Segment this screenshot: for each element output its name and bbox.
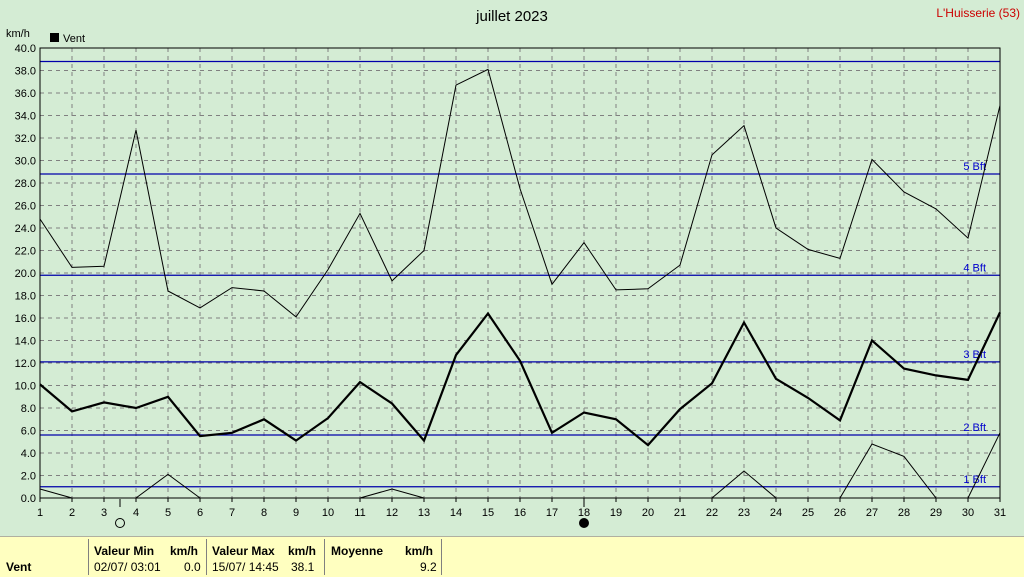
- x-tick-label: 4: [133, 507, 139, 519]
- legend-swatch: [50, 33, 59, 42]
- y-tick-label: 6.0: [21, 426, 36, 438]
- axes: 0.0 2.0 4.0 6.0 8.0 10.0 12.0 14.0 16.0 18.0 20.0 2…: [15, 43, 1007, 519]
- series-line-max: [39, 68, 1001, 318]
- x-tick-label: 26: [834, 507, 846, 519]
- legend-label: Vent: [63, 33, 85, 45]
- x-tick-label: 24: [770, 507, 782, 519]
- y-tick-label: 32.0: [15, 133, 36, 145]
- x-tick-label: 23: [738, 507, 750, 519]
- y-tick-label: 0.0: [21, 493, 36, 505]
- beaufort-label: 1 Bft: [963, 474, 986, 486]
- grid: [40, 48, 1000, 498]
- min-unit: km/h: [170, 544, 199, 558]
- chart-title: juillet 2023: [475, 8, 548, 25]
- station-name: L'Huisserie (53): [936, 6, 1020, 20]
- x-tick-label: 11: [354, 507, 365, 519]
- x-tick-label: 7: [229, 507, 235, 519]
- moon-phases: [115, 499, 589, 528]
- x-tick-label: 1: [37, 507, 43, 519]
- divider: [88, 539, 89, 575]
- x-tick-label: 8: [261, 507, 267, 519]
- x-tick-label: 19: [610, 507, 622, 519]
- y-tick-label: 20.0: [15, 268, 36, 280]
- y-tick-label: 26.0: [15, 201, 36, 213]
- x-tick-label: 5: [165, 507, 171, 519]
- full-moon-icon: [115, 518, 125, 528]
- y-tick-label: 38.0: [15, 66, 36, 78]
- y-tick-label: 12.0: [15, 358, 36, 370]
- wind-chart: juillet 2023 L'Huisserie (53) km/h Vent …: [6, 6, 1020, 528]
- x-tick-label: 3: [101, 507, 107, 519]
- x-tick-label: 10: [322, 507, 334, 519]
- x-tick-label: 2: [69, 507, 75, 519]
- beaufort-label: 2 Bft: [963, 422, 986, 434]
- x-tick-label: 21: [674, 507, 686, 519]
- x-tick-label: 16: [514, 507, 526, 519]
- x-tick-label: 9: [293, 507, 299, 519]
- x-tick-label: 17: [546, 507, 558, 519]
- plot-frame: [39, 47, 1001, 499]
- mean-header: Moyenne: [331, 544, 384, 558]
- x-tick-label: 14: [450, 507, 462, 519]
- y-tick-label: 30.0: [15, 156, 36, 168]
- x-tick-label: 29: [930, 507, 942, 519]
- beaufort-label: 5 Bft: [963, 161, 986, 173]
- series-group: [39, 68, 1001, 499]
- y-tick-label: 28.0: [15, 178, 36, 190]
- x-tick-label: 15: [482, 507, 494, 519]
- y-tick-label: 10.0: [15, 381, 36, 393]
- x-tick-label: 25: [802, 507, 814, 519]
- y-axis-unit: km/h: [6, 28, 30, 40]
- stats-row-label: Vent: [6, 560, 32, 574]
- y-tick-label: 36.0: [15, 88, 36, 100]
- beaufort-label: 4 Bft: [963, 262, 986, 274]
- series-line-min: [359, 488, 425, 499]
- y-tick-label: 34.0: [15, 111, 36, 123]
- series-line-min: [711, 470, 777, 499]
- max-value: 38.1: [291, 560, 315, 574]
- series-line-min: [839, 432, 1001, 499]
- min-when: 02/07/ 03:01: [94, 560, 161, 574]
- y-tick-label: 24.0: [15, 223, 36, 235]
- y-tick-label: 14.0: [15, 336, 36, 348]
- series-line-min: [135, 473, 201, 499]
- mean-unit: km/h: [405, 544, 434, 558]
- x-tick-label: 28: [898, 507, 910, 519]
- x-tick-label: 6: [197, 507, 203, 519]
- y-tick-label: 16.0: [15, 313, 36, 325]
- min-value: 0.0: [184, 560, 201, 574]
- y-tick-label: 18.0: [15, 291, 36, 303]
- x-tick-label: 13: [418, 507, 430, 519]
- y-tick-label: 8.0: [21, 403, 36, 415]
- mean-value: 9.2: [420, 560, 437, 574]
- x-tick-label: 31: [994, 507, 1006, 519]
- x-tick-label: 18: [578, 507, 590, 519]
- series-line-mean: [39, 311, 1001, 447]
- y-tick-label: 4.0: [21, 448, 36, 460]
- x-tick-label: 12: [386, 507, 398, 519]
- divider: [441, 539, 442, 575]
- max-unit: km/h: [288, 544, 317, 558]
- y-tick-label: 22.0: [15, 246, 36, 258]
- new-moon-icon: [579, 518, 589, 528]
- x-tick-label: 27: [866, 507, 878, 519]
- x-tick-label: 20: [642, 507, 654, 519]
- divider: [206, 539, 207, 575]
- divider: [324, 539, 325, 575]
- series-line-min: [39, 488, 73, 499]
- max-when: 15/07/ 14:45: [212, 560, 279, 574]
- y-tick-label: 2.0: [21, 471, 36, 483]
- min-header: Valeur Min: [94, 544, 155, 558]
- y-tick-label: 40.0: [15, 43, 36, 55]
- max-header: Valeur Max: [212, 544, 275, 558]
- x-tick-label: 30: [962, 507, 974, 519]
- x-tick-label: 22: [706, 507, 718, 519]
- stats-bar: Vent Valeur Min km/h 02/07/ 03:01 0.0 Va…: [0, 536, 1024, 577]
